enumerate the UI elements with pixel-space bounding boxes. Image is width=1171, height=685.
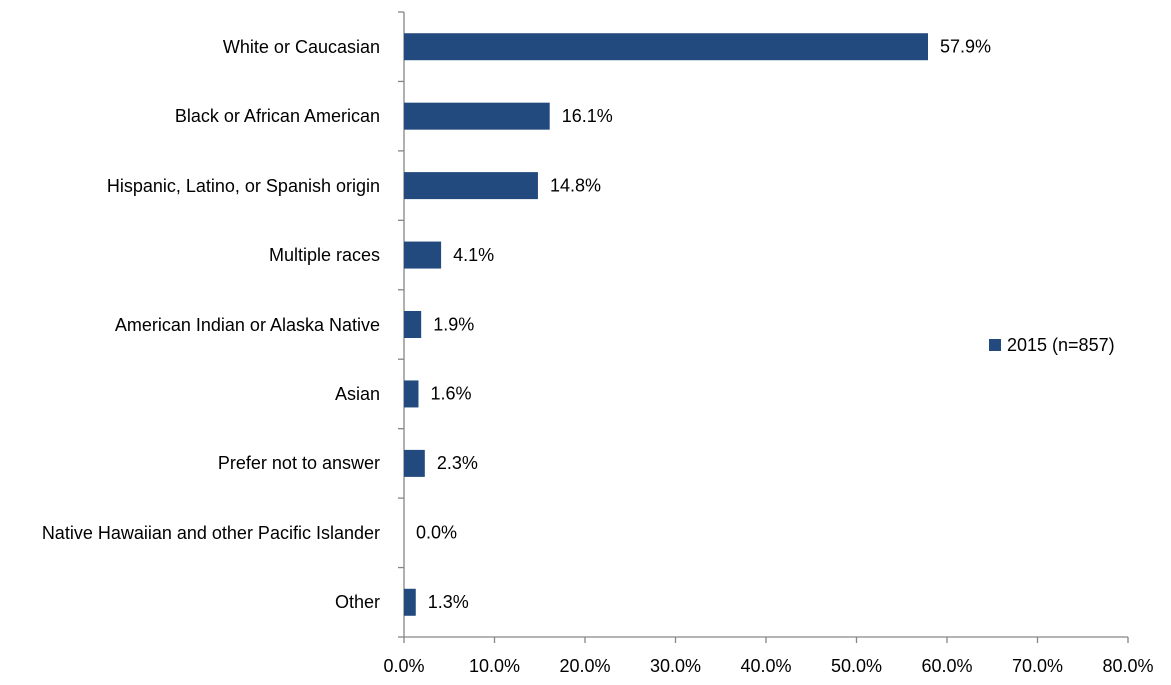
value-label: 14.8%	[550, 175, 601, 195]
value-label: 0.0%	[416, 523, 457, 543]
x-tick-label: 60.0%	[921, 656, 972, 676]
bar	[404, 241, 442, 269]
y-tick-label: Hispanic, Latino, or Spanish origin	[106, 175, 380, 196]
bar	[404, 33, 928, 61]
x-tick-label: 80.0%	[1102, 656, 1153, 676]
y-tick-label: Black or African American	[174, 106, 380, 127]
y-tick-label: Asian	[334, 383, 380, 404]
legend-swatch	[989, 339, 1001, 351]
bar	[404, 172, 538, 200]
y-tick-label: Multiple races	[268, 245, 380, 266]
legend-label: 2015 (n=857)	[1007, 335, 1115, 355]
value-label: 16.1%	[562, 106, 613, 126]
value-label: 1.9%	[433, 314, 474, 334]
bar	[404, 588, 416, 616]
value-label: 1.6%	[430, 384, 471, 404]
x-tick-label: 10.0%	[469, 656, 520, 676]
x-tick-label: 30.0%	[650, 656, 701, 676]
x-tick-label: 40.0%	[740, 656, 791, 676]
bar	[404, 102, 550, 130]
value-label: 2.3%	[437, 453, 478, 473]
value-label: 4.1%	[453, 245, 494, 265]
x-tick-label: 0.0%	[383, 656, 424, 676]
value-label: 57.9%	[940, 36, 991, 56]
x-tick-label: 70.0%	[1012, 656, 1063, 676]
y-tick-label: American Indian or Alaska Native	[114, 314, 380, 335]
bar	[404, 311, 422, 338]
y-tick-label: White or Caucasian	[222, 36, 380, 57]
value-label: 1.3%	[428, 592, 469, 612]
y-tick-label: Prefer not to answer	[217, 453, 380, 474]
bar	[404, 449, 425, 477]
x-tick-label: 20.0%	[559, 656, 610, 676]
bar	[404, 380, 419, 408]
x-tick-label: 50.0%	[831, 656, 882, 676]
y-tick-label: Native Hawaiian and other Pacific Island…	[41, 522, 380, 543]
y-tick-label: Other	[334, 592, 380, 613]
